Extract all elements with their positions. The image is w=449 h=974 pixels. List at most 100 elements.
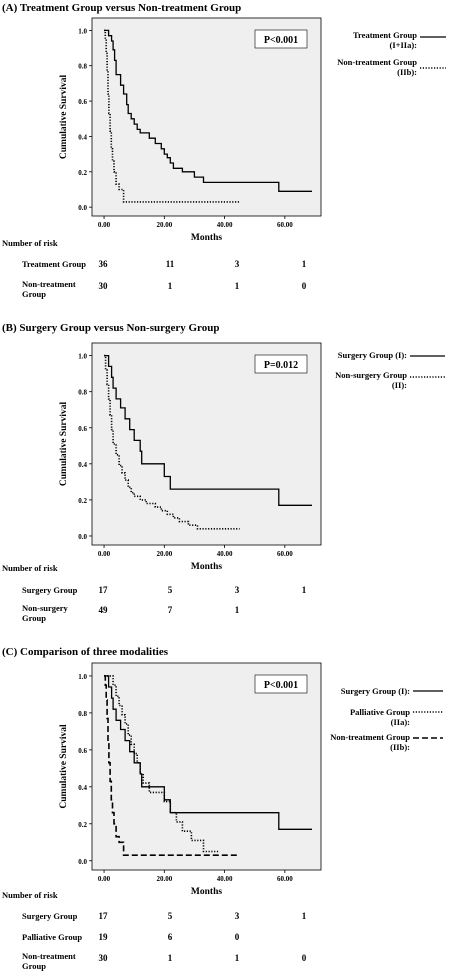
risk-count: 1: [301, 585, 307, 595]
p-value-label: P<0.001: [264, 35, 298, 46]
survival-curve-solid: [104, 29, 312, 192]
plot-area: [91, 342, 322, 546]
y-tick-label: 0.6: [78, 747, 87, 755]
x-axis-label: Months: [191, 233, 222, 243]
risk-count: 1: [167, 953, 173, 963]
p-value-label: P<0.001: [264, 680, 298, 691]
risk-count: 0: [234, 932, 240, 942]
x-tick-label: 40.00: [217, 221, 233, 229]
plot-area: [91, 662, 322, 871]
risk-count: 7: [167, 605, 173, 615]
y-tick-label: 0.2: [78, 821, 87, 829]
risk-row-label: Non-treatment Group: [22, 951, 76, 971]
risk-count: 5: [167, 911, 173, 921]
x-tick-label: 0.00: [98, 875, 111, 883]
x-tick-label: 60.00: [277, 221, 293, 229]
y-tick-label: 1.0: [78, 673, 87, 681]
y-tick-label: 1.0: [78, 27, 87, 35]
y-tick-label: 0.4: [78, 461, 87, 469]
risk-count: 5: [167, 585, 173, 595]
p-value-box: [254, 354, 308, 374]
x-tick-label: 20.00: [156, 221, 172, 229]
survival-curve-dotted: [104, 675, 219, 853]
y-tick-label: 0.0: [78, 858, 87, 866]
y-tick-label: 1.0: [78, 353, 87, 361]
legend-label: Treatment Group (I+IIa):: [353, 30, 417, 50]
risk-row-label: Palliative Group: [22, 932, 83, 942]
risk-count: 1: [234, 953, 240, 963]
risk-count: 0: [301, 953, 307, 963]
risk-count: 1: [234, 605, 240, 615]
km-plot: 0.0 0.2 0.4 0.6 0.8 1.0 0.00 20.00 40.00 60.00 Mon…: [59, 342, 322, 572]
risk-row-label: Surgery Group: [22, 585, 78, 595]
y-tick-label: 0.0: [78, 204, 87, 212]
panel-title: (A) Treatment Group versus Non-treatment…: [2, 2, 242, 14]
y-axis-label: Cumulative Survival: [59, 75, 69, 160]
x-tick-label: 40.00: [217, 550, 233, 558]
p-value-box: [254, 674, 308, 694]
survival-curve-dashed: [104, 675, 240, 856]
survival-curve-dotted: [104, 29, 240, 203]
x-tick-label: 0.00: [98, 550, 111, 558]
x-axis-label: Months: [191, 562, 222, 572]
x-tick-label: 20.00: [156, 550, 172, 558]
y-tick-label: 0.2: [78, 169, 87, 177]
risk-table-header: Number of risk: [2, 890, 58, 900]
risk-count: 49: [98, 605, 108, 615]
risk-count: 1: [301, 911, 307, 921]
legend-label: Surgery Group (I):: [340, 686, 410, 696]
legend-label: Non-treatment Group (IIb):: [330, 732, 410, 752]
x-tick-label: 0.00: [98, 221, 111, 229]
y-tick-label: 0.6: [78, 425, 87, 433]
x-axis-label: Months: [191, 887, 222, 897]
panel-title: (B) Surgery Group versus Non-surgery Gro…: [2, 322, 220, 334]
legend-label: Non-surgery Group (II):: [335, 370, 407, 390]
x-tick-label: 60.00: [277, 875, 293, 883]
km-plot: 0.0 0.2 0.4 0.6 0.8 1.0 0.00 20.00 40.00 60.00 Mon…: [59, 17, 322, 243]
risk-count: 17: [98, 911, 108, 921]
risk-table-header: Number of risk: [2, 563, 58, 573]
risk-count: 17: [98, 585, 108, 595]
risk-count: 0: [301, 281, 307, 291]
panel-title: (C) Comparison of three modalities: [2, 646, 168, 658]
km-plot: 0.0 0.2 0.4 0.6 0.8 1.0 0.00 20.00 40.00 60.00 Mon…: [59, 662, 322, 897]
y-tick-label: 0.4: [78, 133, 87, 141]
risk-count: 1: [234, 281, 240, 291]
y-tick-label: 0.4: [78, 784, 87, 792]
x-tick-label: 60.00: [277, 550, 293, 558]
risk-row-label: Non-treatment Group: [22, 279, 76, 299]
legend-label: Non-treatment Group (IIb):: [337, 57, 417, 77]
y-tick-label: 0.8: [78, 389, 87, 397]
risk-table-header: Number of risk: [2, 238, 58, 248]
risk-row-label: Treatment Group: [22, 259, 86, 269]
risk-count: 3: [234, 911, 240, 921]
p-value-label: P=0.012: [264, 360, 298, 371]
y-axis-label: Cumulative Survival: [59, 724, 69, 809]
risk-count: 3: [234, 585, 240, 595]
risk-row-label: Non-surgery Group: [22, 603, 68, 623]
legend-label: Palliative Group (IIa):: [349, 707, 410, 727]
risk-count: 36: [98, 259, 108, 269]
risk-count: 1: [167, 281, 173, 291]
y-tick-label: 0.8: [78, 710, 87, 718]
y-tick-label: 0.8: [78, 63, 87, 71]
risk-count: 11: [165, 259, 175, 269]
x-tick-label: 40.00: [217, 875, 233, 883]
risk-count: 1: [301, 259, 307, 269]
y-tick-label: 0.6: [78, 98, 87, 106]
y-axis-label: Cumulative Survival: [59, 402, 69, 487]
risk-count: 30: [98, 281, 108, 291]
risk-count: 30: [98, 953, 108, 963]
p-value-box: [254, 29, 308, 49]
risk-count: 19: [98, 932, 108, 942]
survival-curve-solid: [104, 354, 312, 506]
y-tick-label: 0.2: [78, 497, 87, 505]
y-tick-label: 0.0: [78, 533, 87, 541]
risk-row-label: Surgery Group: [22, 911, 78, 921]
survival-curve-solid: [104, 675, 312, 830]
legend-label: Surgery Group (I):: [337, 350, 407, 360]
x-tick-label: 20.00: [156, 875, 172, 883]
survival-curve-dotted: [104, 354, 240, 530]
risk-count: 3: [234, 259, 240, 269]
risk-count: 6: [167, 932, 173, 942]
